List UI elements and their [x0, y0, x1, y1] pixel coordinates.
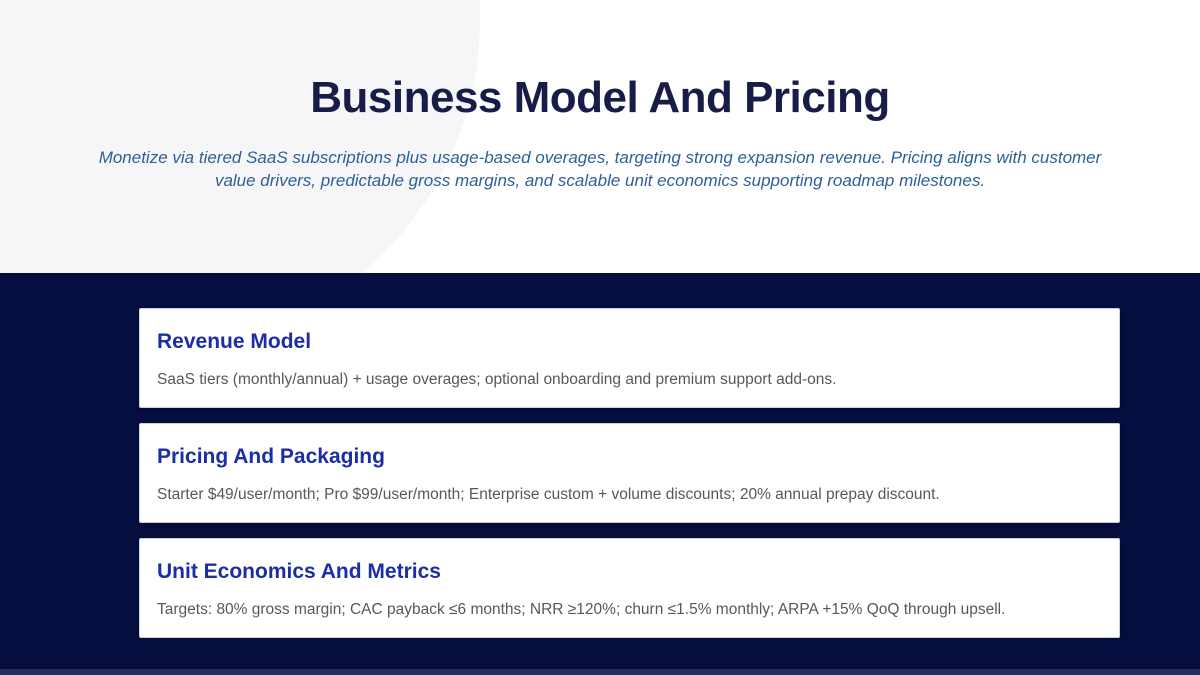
- bottom-accent-strip: [0, 669, 1200, 675]
- card-title: Pricing And Packaging: [157, 445, 385, 468]
- cards-list: Revenue Model SaaS tiers (monthly/annual…: [139, 308, 1120, 638]
- background-circle-decoration: [0, 0, 480, 273]
- card-body: SaaS tiers (monthly/annual) + usage over…: [157, 371, 837, 388]
- card-body: Starter $49/user/month; Pro $99/user/mon…: [157, 486, 940, 503]
- card-unit-economics-and-metrics: Unit Economics And Metrics Targets: 80% …: [139, 538, 1120, 638]
- content-section: Revenue Model SaaS tiers (monthly/annual…: [0, 273, 1200, 675]
- page-subtitle: Monetize via tiered SaaS subscriptions p…: [98, 148, 1102, 191]
- page-title: Business Model And Pricing: [310, 73, 890, 122]
- card-title: Unit Economics And Metrics: [157, 560, 441, 583]
- card-pricing-and-packaging: Pricing And Packaging Starter $49/user/m…: [139, 423, 1120, 523]
- card-body: Targets: 80% gross margin; CAC payback ≤…: [157, 601, 1006, 618]
- card-title: Revenue Model: [157, 330, 312, 353]
- header-section: Business Model And Pricing Monetize via …: [0, 0, 1200, 273]
- card-revenue-model: Revenue Model SaaS tiers (monthly/annual…: [139, 308, 1120, 408]
